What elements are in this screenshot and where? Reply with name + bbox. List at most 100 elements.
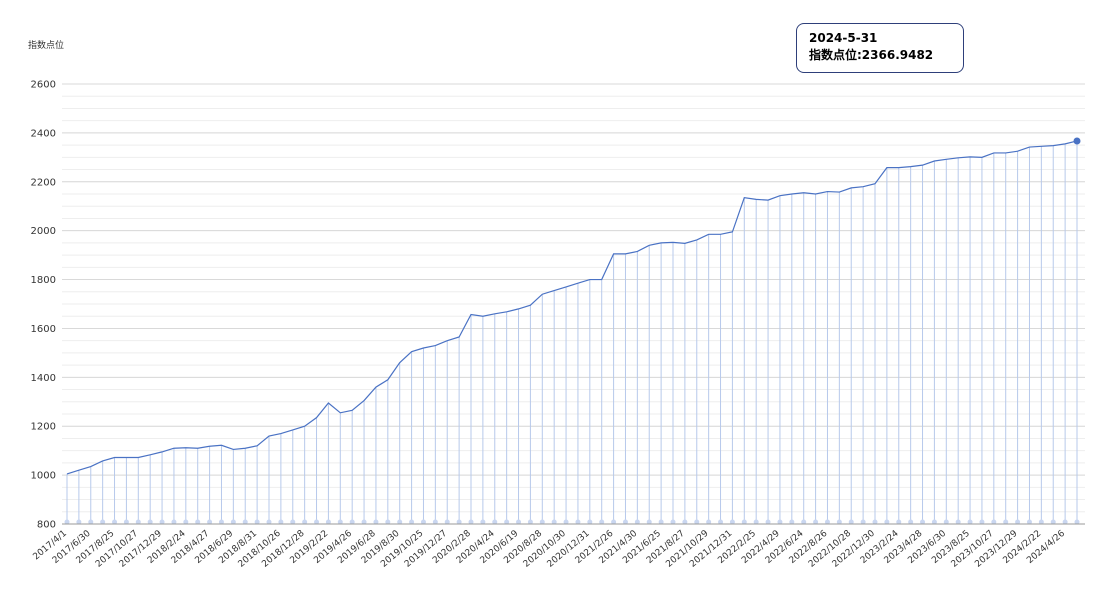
y-tick-label: 2200 [31, 177, 56, 188]
base-marker [207, 519, 213, 525]
base-marker [729, 519, 735, 525]
base-marker [551, 519, 557, 525]
base-marker [171, 519, 177, 525]
base-marker [753, 519, 759, 525]
base-marker [302, 519, 308, 525]
base-marker [123, 519, 129, 525]
base-marker [836, 519, 842, 525]
base-marker [967, 519, 973, 525]
y-tick-label: 1000 [31, 471, 56, 482]
base-marker [872, 519, 878, 525]
base-marker [409, 519, 415, 525]
base-marker [266, 519, 272, 525]
base-marker [147, 519, 153, 525]
base-marker [1050, 519, 1056, 525]
base-marker [848, 519, 854, 525]
base-marker [112, 519, 118, 525]
base-marker [1026, 519, 1032, 525]
base-marker [397, 519, 403, 525]
base-marker [1074, 519, 1080, 525]
base-marker [884, 519, 890, 525]
base-marker [527, 519, 533, 525]
base-marker [76, 519, 82, 525]
base-marker [611, 519, 617, 525]
base-marker [908, 519, 914, 525]
base-marker [420, 519, 426, 525]
base-marker [658, 519, 664, 525]
base-marker [349, 519, 355, 525]
base-marker [290, 519, 296, 525]
base-marker [622, 519, 628, 525]
base-marker [634, 519, 640, 525]
base-marker [1003, 519, 1009, 525]
series-line [66, 140, 1078, 475]
base-marker [218, 519, 224, 525]
base-marker [824, 519, 830, 525]
base-marker [100, 519, 106, 525]
y-tick-label: 2600 [31, 80, 56, 91]
y-tick-label: 1200 [31, 422, 56, 433]
base-marker [314, 519, 320, 525]
base-marker [694, 519, 700, 525]
y-tick-label: 1400 [31, 373, 56, 384]
base-marker [468, 519, 474, 525]
base-marker [456, 519, 462, 525]
base-marker [789, 519, 795, 525]
base-marker [1038, 519, 1044, 525]
base-marker [254, 519, 260, 525]
base-marker [195, 519, 201, 525]
y-axis-label: 指数点位 [28, 39, 64, 51]
base-marker [646, 519, 652, 525]
base-marker [337, 519, 343, 525]
base-marker [88, 519, 94, 525]
base-marker [765, 519, 771, 525]
y-tick-label: 1800 [31, 275, 56, 286]
base-marker [718, 519, 724, 525]
base-marker [516, 519, 522, 525]
base-marker [373, 519, 379, 525]
base-marker [896, 519, 902, 525]
base-marker [599, 519, 605, 525]
base-marker [563, 519, 569, 525]
base-marker [135, 519, 141, 525]
base-marker [432, 519, 438, 525]
base-marker [801, 519, 807, 525]
base-marker [325, 519, 331, 525]
base-marker [64, 519, 70, 525]
base-marker [1062, 519, 1068, 525]
base-marker [670, 519, 676, 525]
base-marker [979, 519, 985, 525]
base-marker [860, 519, 866, 525]
y-tick-label: 1600 [31, 324, 56, 335]
base-marker [955, 519, 961, 525]
base-marker [741, 519, 747, 525]
base-marker [920, 519, 926, 525]
base-marker [682, 519, 688, 525]
base-marker [991, 519, 997, 525]
base-marker [587, 519, 593, 525]
base-marker [931, 519, 937, 525]
base-marker [242, 519, 248, 525]
base-marker [480, 519, 486, 525]
base-marker [492, 519, 498, 525]
base-marker [777, 519, 783, 525]
base-marker [813, 519, 819, 525]
tooltip-date: 2024-5-31 [809, 31, 878, 45]
y-tick-label: 2400 [31, 128, 56, 139]
base-marker [230, 519, 236, 525]
base-marker [361, 519, 367, 525]
y-tick-label: 800 [37, 520, 56, 531]
tooltip-text: 指数点位:2366.9482 [809, 48, 934, 62]
base-marker [706, 519, 712, 525]
base-marker [1015, 519, 1021, 525]
base-marker [539, 519, 545, 525]
base-marker [278, 519, 284, 525]
base-marker [943, 519, 949, 525]
base-marker [444, 519, 450, 525]
hover-point [1073, 137, 1081, 145]
tooltip: 2024-5-31 指数点位:2366.9482 [796, 23, 964, 73]
base-marker [575, 519, 581, 525]
